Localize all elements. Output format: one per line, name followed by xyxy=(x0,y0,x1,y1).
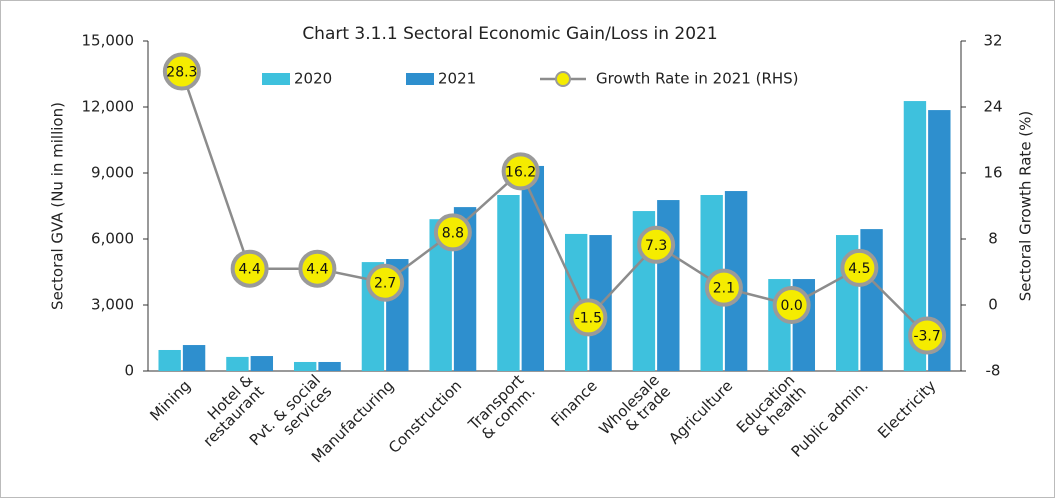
y-tick-label: 15,000 xyxy=(82,32,135,50)
y2-tick-label: -8 xyxy=(986,362,1001,380)
bar xyxy=(158,349,181,371)
data-label: 28.3 xyxy=(166,65,197,81)
y-axis-label: Sectoral GVA (Nu in million) xyxy=(49,102,67,310)
legend-swatch xyxy=(262,73,290,85)
marker xyxy=(840,248,879,287)
marker xyxy=(637,225,676,264)
bar xyxy=(293,361,317,371)
y-tick-label: 0 xyxy=(124,362,134,380)
y2-tick-label: 8 xyxy=(988,230,998,248)
marker xyxy=(230,249,269,288)
legend-label: 2021 xyxy=(438,70,476,88)
marker xyxy=(704,268,743,307)
marker xyxy=(772,286,811,324)
data-label: 2.1 xyxy=(713,281,735,297)
bar xyxy=(226,356,249,371)
marker xyxy=(501,152,540,191)
legend-marker xyxy=(555,71,571,87)
legend-label: Growth Rate in 2021 (RHS) xyxy=(596,70,799,88)
legend-swatch xyxy=(406,73,434,85)
bar xyxy=(182,345,206,371)
data-label: 7.3 xyxy=(645,238,667,254)
y2-axis-label: Sectoral Growth Rate (%) xyxy=(1017,111,1035,302)
data-label: 8.8 xyxy=(442,225,464,241)
bar xyxy=(429,219,452,371)
y-tick-label: 6,000 xyxy=(91,230,134,248)
marker xyxy=(569,298,608,337)
y-tick-label: 12,000 xyxy=(82,98,135,116)
data-label: 0.0 xyxy=(780,298,802,314)
data-label: -3.7 xyxy=(913,329,940,345)
bar xyxy=(250,356,274,371)
bar xyxy=(564,233,588,371)
y2-tick-label: 24 xyxy=(983,98,1002,116)
data-label: 16.2 xyxy=(505,164,536,180)
y-tick-label: 9,000 xyxy=(91,164,134,182)
data-label: 2.7 xyxy=(374,276,396,292)
marker xyxy=(433,213,472,252)
data-label: 4.4 xyxy=(306,262,328,278)
bar xyxy=(928,110,951,371)
y2-tick-label: 32 xyxy=(983,32,1002,50)
marker xyxy=(366,263,405,302)
legend-label: 2020 xyxy=(294,70,332,88)
bar xyxy=(318,361,341,371)
data-label: -1.5 xyxy=(575,310,602,326)
chart-title: Chart 3.1.1 Sectoral Economic Gain/Loss … xyxy=(302,24,717,44)
data-label: 4.4 xyxy=(238,262,260,278)
data-label: 4.5 xyxy=(848,261,870,277)
bar xyxy=(903,101,927,371)
bar xyxy=(521,165,545,371)
y2-tick-label: 16 xyxy=(983,164,1002,182)
marker xyxy=(162,52,201,91)
bar xyxy=(497,195,520,371)
y-tick-label: 3,000 xyxy=(91,296,134,314)
marker xyxy=(298,249,337,288)
marker xyxy=(908,316,947,355)
bar xyxy=(657,200,680,371)
y2-tick-label: 0 xyxy=(988,296,998,314)
